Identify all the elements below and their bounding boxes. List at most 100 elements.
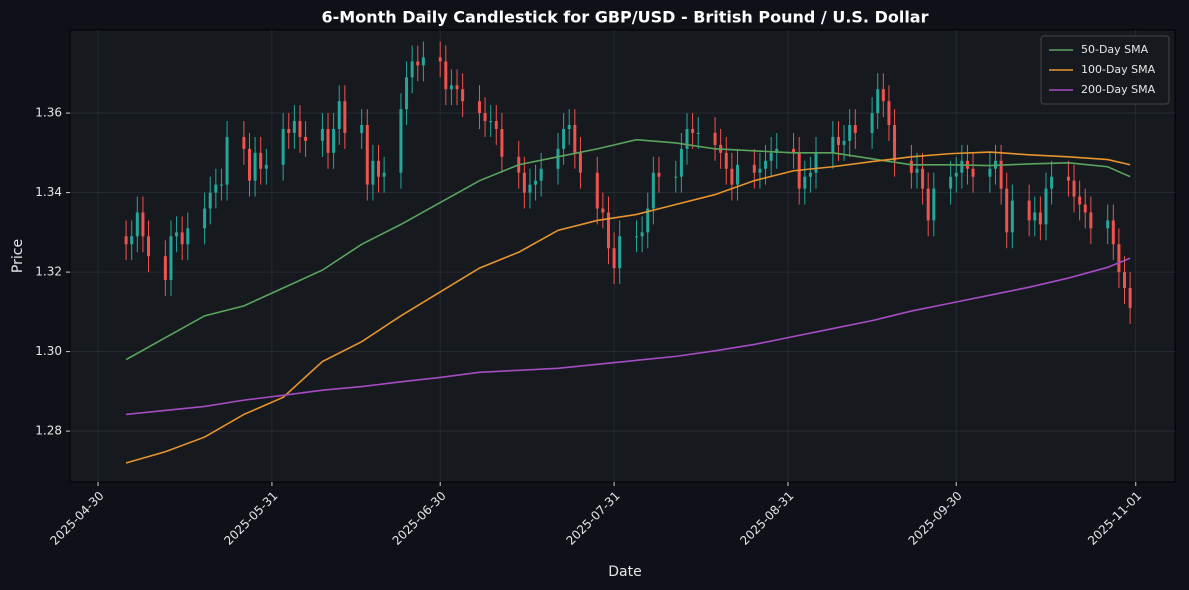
candle-body — [730, 168, 734, 185]
candle-body — [764, 160, 768, 169]
candle-body — [578, 152, 582, 173]
candle-body — [646, 208, 650, 233]
candle-body — [461, 89, 465, 102]
y-tick-label: 1.36 — [35, 106, 62, 120]
candle-body — [287, 128, 291, 133]
candle-body — [298, 121, 302, 137]
candle-body — [203, 208, 207, 229]
candle-body — [304, 136, 308, 141]
candle-body — [808, 172, 812, 177]
candle-body — [438, 57, 442, 62]
candle-body — [477, 101, 481, 114]
candle-body — [371, 160, 375, 185]
candle-body — [853, 125, 857, 133]
candle-body — [337, 101, 341, 129]
candle-body — [921, 168, 925, 189]
candle-body — [264, 164, 268, 169]
candle-body — [135, 212, 139, 237]
candle-body — [842, 140, 846, 145]
candle-body — [881, 89, 885, 102]
candle-body — [657, 172, 661, 177]
candle-body — [988, 168, 992, 177]
candle-body — [612, 248, 616, 269]
candle-body — [259, 152, 263, 169]
candle-body — [848, 125, 852, 141]
candle-body — [758, 168, 762, 173]
candle-body — [163, 256, 167, 281]
candle-body — [691, 128, 695, 133]
candle-body — [175, 232, 179, 237]
candle-body — [876, 89, 880, 114]
candle-body — [405, 77, 409, 110]
legend-box — [1040, 35, 1170, 105]
candle-body — [556, 148, 560, 169]
chart-title: 6-Month Daily Candlestick for GBP/USD - … — [322, 8, 929, 27]
sma-line — [125, 151, 1131, 464]
candle-body — [343, 101, 347, 133]
candle-body — [124, 236, 128, 245]
candle-body — [792, 148, 796, 153]
candle-body — [1066, 176, 1070, 181]
candle-body — [635, 236, 639, 238]
candle-body — [1050, 176, 1054, 189]
candle-body — [494, 121, 498, 129]
candle-body — [1033, 212, 1037, 221]
candle-body — [949, 176, 953, 189]
candle-body — [186, 228, 190, 245]
candle-body — [292, 121, 296, 133]
candle-body — [242, 136, 246, 149]
candle-body — [595, 172, 599, 209]
candle-body — [1089, 212, 1093, 229]
sma-line — [125, 138, 1131, 361]
y-axis-label: Price — [10, 239, 26, 273]
candle-body — [1044, 188, 1048, 225]
candle-body — [999, 160, 1003, 189]
x-axis-label: Date — [608, 564, 641, 580]
candle-body — [421, 57, 425, 66]
candle-body — [775, 148, 779, 153]
candle-body — [225, 136, 229, 185]
candle-body — [1128, 288, 1132, 308]
candle-body — [606, 212, 610, 249]
candle-body — [281, 128, 285, 165]
candle-body — [674, 176, 678, 178]
candle-body — [1123, 272, 1127, 289]
candle-body — [618, 236, 622, 269]
candle-body — [399, 109, 403, 173]
candle-body — [539, 168, 543, 181]
candle-body — [1117, 244, 1121, 273]
candle-body — [836, 136, 840, 145]
candle-body — [573, 125, 577, 153]
candle-body — [909, 160, 913, 173]
candle-body — [679, 148, 683, 177]
candle-body — [416, 61, 420, 66]
candle-body — [960, 160, 964, 173]
candle-body — [169, 236, 173, 281]
candle-body — [803, 176, 807, 189]
candle-body — [219, 184, 223, 186]
candle-body — [214, 184, 218, 193]
legend-label: 50-Day SMA — [1081, 43, 1149, 56]
candle-body — [831, 136, 835, 153]
candle-body — [932, 188, 936, 221]
candle-body — [1083, 204, 1087, 213]
y-tick-label: 1.34 — [35, 185, 62, 199]
sma-line — [126, 257, 1131, 416]
candle-body — [377, 160, 381, 177]
candle-body — [534, 180, 538, 185]
candle-body — [685, 128, 689, 149]
candle-body — [724, 152, 728, 169]
candle-body — [326, 128, 330, 153]
y-tick-label: 1.28 — [35, 424, 62, 438]
candle-body — [1005, 188, 1009, 233]
candle-body — [253, 152, 257, 181]
candle-body — [893, 125, 897, 161]
candle-body — [735, 164, 739, 185]
candle-body — [696, 132, 700, 134]
candle-body — [870, 113, 874, 133]
y-tick-label: 1.32 — [35, 265, 62, 279]
candle-body — [455, 85, 459, 90]
candle-body — [971, 168, 975, 177]
